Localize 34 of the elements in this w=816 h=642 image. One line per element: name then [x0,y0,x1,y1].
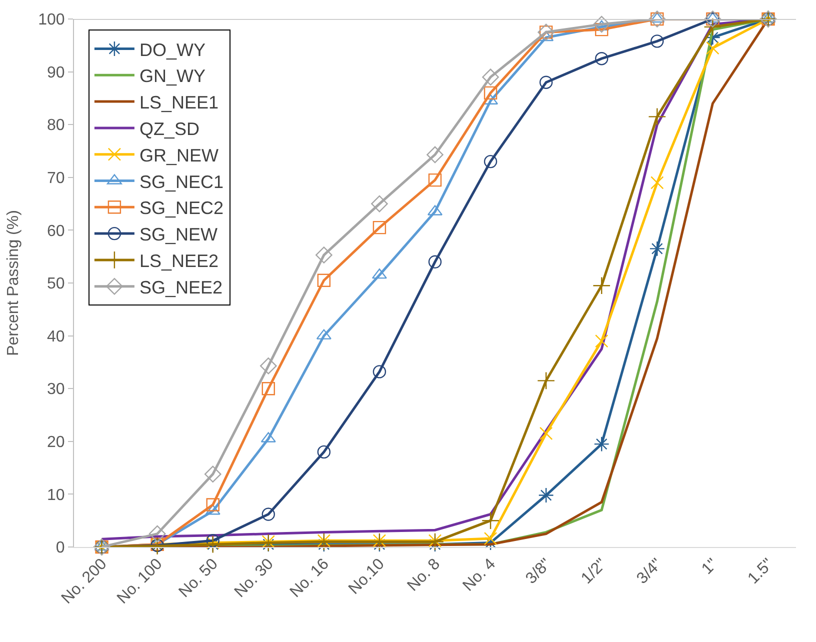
legend-label: GN_WY [139,66,206,86]
x-tick-label: No. 8 [404,556,444,595]
y-tick-label: 100 [38,12,65,29]
legend-label: DO_WY [139,40,206,60]
y-tick-label: 10 [47,486,65,504]
x-tick-label: No. 30 [232,556,277,602]
x-tick-label: No. 50 [176,556,222,602]
y-axis-title: Percent Passing (%) [4,210,22,356]
y-tick-label: 90 [47,64,65,82]
legend-label: SG_NEC2 [139,198,224,218]
legend-label: LS_NEE1 [139,92,219,113]
y-tick-label: 0 [56,540,65,557]
x-tick-label: 1.5" [744,556,777,588]
y-tick-label: 40 [47,328,65,346]
legend-label: SG_NEC1 [139,172,224,192]
y-tick-label: 60 [47,222,65,240]
x-tick-label: 1" [698,556,722,578]
x-tick-label: No. 16 [287,556,332,602]
x-tick-label: No. 200 [58,556,110,608]
y-tick-label: 20 [47,434,65,451]
y-tick-label: 70 [47,170,65,187]
y-tick-label: 50 [47,276,65,293]
legend-label: SG_NEW [139,224,218,245]
x-tick-label: 1/2" [578,556,610,588]
x-tick-label: No. 100 [114,556,166,608]
legend-label: GR_NEW [139,145,218,166]
legend-label: LS_NEE2 [139,250,219,271]
x-tick-label: No. 4 [460,556,500,595]
y-tick-label: 80 [47,117,65,134]
legend-label: SG_NEE2 [139,277,222,298]
x-tick-label: 3/8" [522,556,555,588]
y-tick-label: 30 [47,381,65,398]
x-tick-label: 3/4" [634,556,666,588]
legend-label: QZ_SD [139,118,200,139]
